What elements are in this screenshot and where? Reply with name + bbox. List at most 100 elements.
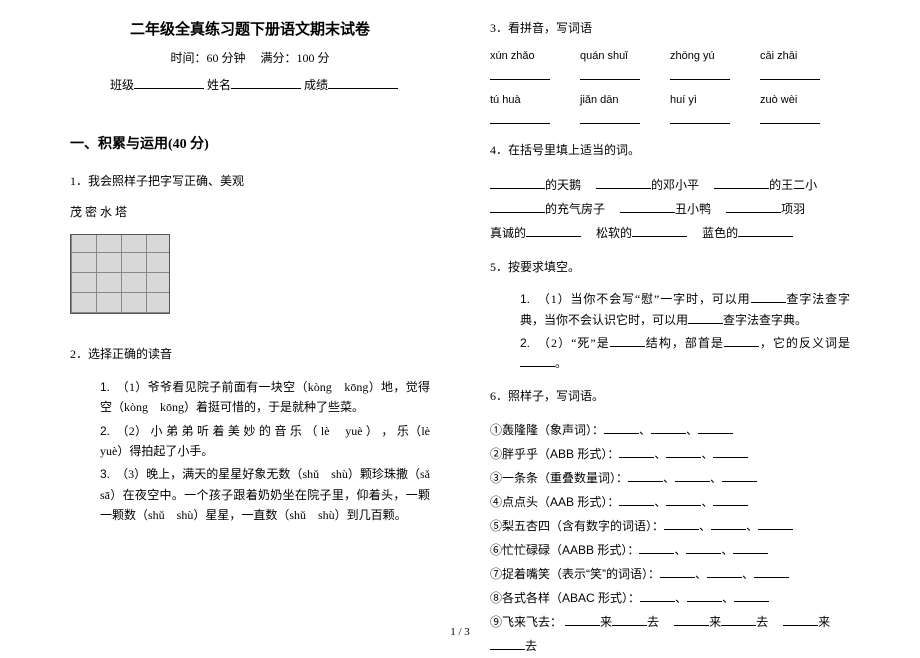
q5-blank-4[interactable]: [724, 335, 759, 347]
q6-b6b[interactable]: [686, 542, 721, 554]
q3-text: 看拼音，写词语: [508, 21, 592, 35]
pinyin-blank-2-3[interactable]: [670, 112, 730, 124]
question-1: 1．我会照样子把字写正确、美观: [70, 171, 430, 191]
q6-b6a[interactable]: [639, 542, 674, 554]
q6-b3a[interactable]: [628, 470, 663, 482]
q6-b2c[interactable]: [713, 446, 748, 458]
name-blank[interactable]: [231, 77, 301, 89]
pinyin-blank-1-1[interactable]: [490, 68, 550, 80]
q6-b1a[interactable]: [604, 422, 639, 434]
exam-subtitle: 时间：60 分钟 满分：100 分: [70, 49, 430, 66]
q5-item-2: 2. （2）“死”是 结构，部首是 ，它的反义词是。: [520, 333, 850, 374]
exam-title: 二年级全真练习题下册语文期末试卷: [70, 18, 430, 39]
class-blank[interactable]: [134, 77, 204, 89]
pinyin-2-1: tú huà: [490, 94, 580, 106]
q1-num: 1．: [70, 174, 88, 188]
q4-blank-5[interactable]: [620, 201, 675, 213]
q6-b3b[interactable]: [675, 470, 710, 482]
q4-blank-8[interactable]: [632, 225, 687, 237]
q4-t-4: 的充气房子: [545, 202, 605, 216]
q3-num: 3．: [490, 21, 508, 35]
q6-line-1: ①轰隆隆（象声词）：、、: [490, 418, 850, 442]
q5-blank-5[interactable]: [520, 355, 555, 367]
q6-num: 6．: [490, 389, 508, 403]
q2-item-2: 2. （2） 小 弟 弟 听 着 美 妙 的 音 乐 （ lè yuè ） ， …: [100, 421, 430, 462]
q5-i2-t1: （2）“死”是: [544, 336, 610, 350]
q6-line-7: ⑦捉着嘴笑（表示“笑”的词语）：、、: [490, 562, 850, 586]
q4-line-1: 的天鹅 的邓小平 的王二小: [490, 173, 850, 197]
q6-b5c[interactable]: [758, 518, 793, 530]
q6-b9d[interactable]: [721, 614, 756, 626]
q6-b2b[interactable]: [666, 446, 701, 458]
pinyin-row-1: xún zhǎo quán shuǐ zhōng yú cāi zhāi: [490, 50, 850, 62]
q4-t-7: 真诚的: [490, 226, 526, 240]
time-label: 时间：60 分钟: [170, 51, 245, 65]
question-3: 3．看拼音，写词语: [490, 18, 850, 38]
q6-b5a[interactable]: [664, 518, 699, 530]
writing-grid-image: [70, 234, 170, 314]
grade-blank[interactable]: [328, 77, 398, 89]
pinyin-blank-2-4[interactable]: [760, 112, 820, 124]
q4-blank-6[interactable]: [726, 201, 781, 213]
q6-b8c[interactable]: [734, 590, 769, 602]
q5-num: 5．: [490, 260, 508, 274]
q4-t-8: 松软的: [596, 226, 632, 240]
pinyin-blank-2-2[interactable]: [580, 112, 640, 124]
q6-b9b[interactable]: [612, 614, 647, 626]
section-1-heading: 一、积累与运用(40 分): [70, 133, 430, 153]
q4-blank-7[interactable]: [526, 225, 581, 237]
q5-i1-n: 1.: [520, 292, 530, 306]
q4-blank-1[interactable]: [490, 177, 545, 189]
q5-text: 按要求填空。: [508, 260, 580, 274]
q6-b9f[interactable]: [490, 638, 525, 650]
q5-i2-t2: 结构，部首是: [645, 336, 724, 350]
q4-blank-2[interactable]: [596, 177, 651, 189]
q2-num: 2．: [70, 347, 88, 361]
q6-i4: ④点点头（AAB 形式）：: [490, 495, 619, 509]
q5-blank-2[interactable]: [688, 312, 723, 324]
q6-i2: ②胖乎乎（ABB 形式）：: [490, 447, 619, 461]
pinyin-blank-1-4[interactable]: [760, 68, 820, 80]
q6-b6c[interactable]: [733, 542, 768, 554]
q6-b2a[interactable]: [619, 446, 654, 458]
q5-blank-1[interactable]: [751, 291, 786, 303]
q6-b4a[interactable]: [619, 494, 654, 506]
q6-b8b[interactable]: [687, 590, 722, 602]
pinyin-blank-1-2[interactable]: [580, 68, 640, 80]
q2-item-3-text: （3）晚上，满天的星星好象无数（shǔ shù）颗珍珠撒（sǎ sā）在夜空中。…: [100, 467, 442, 522]
q6-b7b[interactable]: [707, 566, 742, 578]
q6-line-3: ③一条条（重叠数量词）：、、: [490, 466, 850, 490]
q6-b7c[interactable]: [754, 566, 789, 578]
q5-i2-t4: 。: [555, 356, 567, 370]
pinyin-blank-1-3[interactable]: [670, 68, 730, 80]
q5-i1-t3: 查字法查字典。: [723, 313, 807, 327]
q6-b1c[interactable]: [698, 422, 733, 434]
q4-blank-9[interactable]: [738, 225, 793, 237]
q2-item-2-text: （2） 小 弟 弟 听 着 美 妙 的 音 乐 （ lè yuè ） ， 乐（l…: [100, 424, 442, 458]
name-label: 姓名: [207, 78, 231, 92]
q4-text: 在括号里填上适当的词。: [508, 143, 640, 157]
q6-i1: ①轰隆隆（象声词）：: [490, 423, 604, 437]
q6-i3: ③一条条（重叠数量词）：: [490, 471, 628, 485]
q5-i2-n: 2.: [520, 336, 530, 350]
q6-b4c[interactable]: [713, 494, 748, 506]
page-columns: 二年级全真练习题下册语文期末试卷 时间：60 分钟 满分：100 分 班级 姓名…: [0, 18, 920, 658]
q6-b4b[interactable]: [666, 494, 701, 506]
q5-blank-3[interactable]: [610, 335, 645, 347]
q6-b7a[interactable]: [660, 566, 695, 578]
q6-b3c[interactable]: [722, 470, 757, 482]
q4-blank-3[interactable]: [714, 177, 769, 189]
q4-t-2: 的邓小平: [651, 178, 699, 192]
pinyin-blank-2-1[interactable]: [490, 112, 550, 124]
q6-b9e[interactable]: [783, 614, 818, 626]
q6-b9a[interactable]: [565, 614, 600, 626]
q6-b1b[interactable]: [651, 422, 686, 434]
q6-b8a[interactable]: [640, 590, 675, 602]
q6-b9c[interactable]: [674, 614, 709, 626]
q4-t-1: 的天鹅: [545, 178, 581, 192]
q5-i2-t3: ，它的反义词是: [759, 336, 850, 350]
q4-t-6: 项羽: [781, 202, 805, 216]
q4-blank-4[interactable]: [490, 201, 545, 213]
q6-b5b[interactable]: [711, 518, 746, 530]
q5-items: 1. （1）当你不会写“慰”一字时，可以用查字法查字典，当你不会认识它时，可以用…: [490, 289, 850, 374]
